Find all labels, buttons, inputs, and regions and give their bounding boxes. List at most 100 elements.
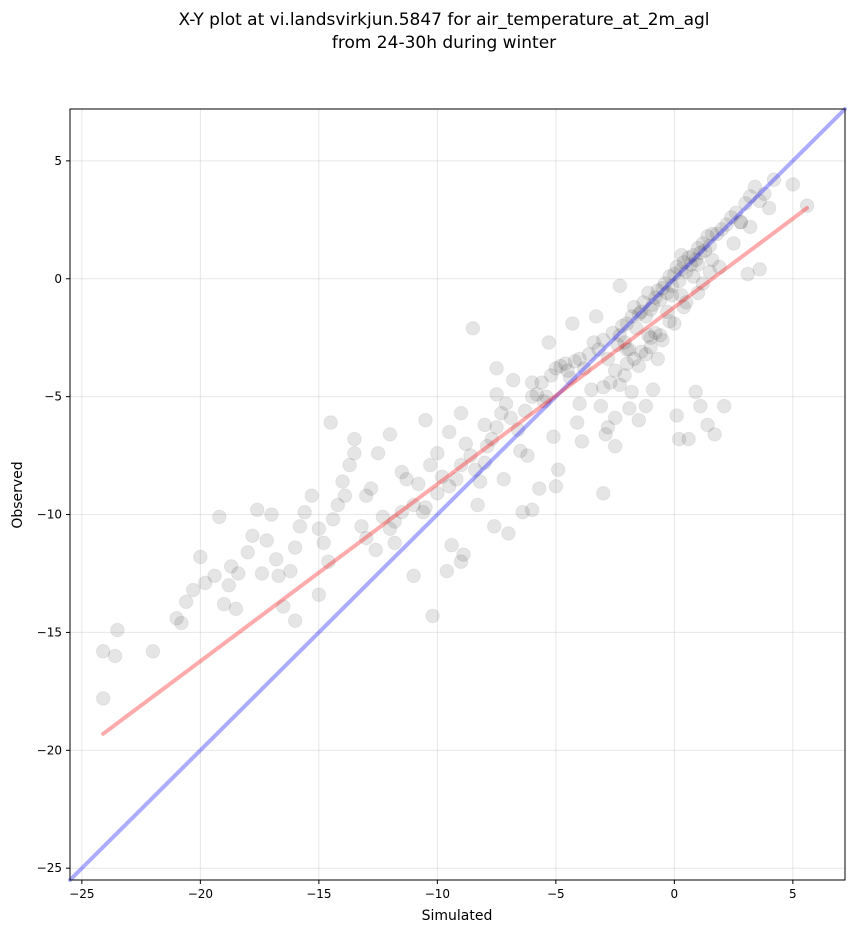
scatter-point	[467, 462, 483, 478]
scatter-point	[418, 500, 433, 515]
scatter-point	[520, 448, 535, 463]
scatter-point	[638, 309, 654, 324]
x-tick-label: −10	[425, 887, 450, 901]
scatter-point	[370, 445, 386, 461]
scatter-point	[700, 417, 715, 433]
scatter-point	[548, 478, 564, 494]
x-tick-label: −20	[188, 887, 213, 901]
scatter-point	[498, 396, 514, 412]
scatter-point	[659, 285, 675, 301]
scatter-point	[624, 384, 639, 400]
scatter-point	[669, 259, 685, 275]
scatter-point	[169, 610, 184, 626]
scatter-point	[576, 361, 592, 376]
x-tick-label: −5	[547, 887, 565, 901]
scatter-point	[712, 259, 727, 275]
scatter-point	[733, 214, 749, 230]
x-tick-label: 5	[789, 887, 797, 901]
scatter-point	[240, 544, 256, 560]
scatter-point	[619, 316, 635, 331]
scatter-point	[394, 464, 410, 480]
scatter-point	[707, 427, 722, 442]
y-tick-label: −25	[37, 861, 62, 875]
scatter-point	[595, 486, 611, 501]
scatter-point	[399, 471, 414, 487]
scatter-point	[539, 389, 554, 404]
scatter-point	[245, 528, 260, 544]
scatter-point	[664, 278, 680, 294]
scatter-point	[453, 457, 469, 473]
scatter-point	[664, 287, 680, 303]
scatter-point	[693, 398, 708, 414]
scatter-point	[662, 269, 677, 284]
scatter-point	[674, 262, 689, 277]
scatter-point	[489, 420, 504, 435]
scatter-point	[671, 431, 687, 447]
scatter-point	[693, 245, 708, 261]
scatter-point	[394, 504, 410, 520]
scatter-point	[425, 608, 440, 624]
scatter-point	[185, 582, 201, 598]
scatter-point	[681, 250, 696, 265]
scatter-point	[728, 205, 744, 221]
scatter-point	[562, 370, 578, 386]
scatter-point	[799, 198, 815, 213]
fit-line	[101, 206, 810, 736]
scatter-point	[565, 316, 580, 331]
scatter-point	[612, 377, 628, 393]
scatter-point	[700, 229, 715, 244]
scatter-point	[271, 568, 286, 584]
y-tick-label: 0	[54, 272, 62, 286]
scatter-point	[494, 405, 509, 421]
scatter-point	[311, 521, 327, 536]
scatter-point	[536, 394, 552, 409]
scatter-point	[221, 577, 237, 593]
scatter-point	[588, 309, 604, 324]
scatter-point	[655, 280, 670, 296]
scatter-point	[643, 330, 658, 346]
scatter-point	[550, 462, 566, 478]
scatter-point	[640, 328, 656, 343]
scatter-point	[553, 358, 568, 374]
scatter-point	[598, 427, 613, 442]
y-tick-label: 5	[54, 154, 62, 168]
scatter-point	[501, 526, 516, 541]
scatter-point	[603, 375, 618, 390]
scatter-point	[534, 375, 549, 390]
scatter-point	[387, 535, 402, 551]
scatter-point	[358, 488, 374, 503]
scatter-point	[572, 351, 587, 367]
scatter-point	[95, 643, 111, 659]
scatter-point	[624, 309, 639, 324]
scatter-point	[752, 193, 767, 209]
scatter-point	[316, 535, 331, 551]
scatter-point	[600, 420, 616, 435]
scatter-point	[406, 497, 421, 513]
scatter-point	[659, 304, 675, 320]
scatter-point	[444, 537, 459, 553]
scatter-point	[486, 519, 502, 534]
x-tick-label: −15	[306, 887, 331, 901]
scatter-point	[610, 337, 625, 353]
scatter-point	[477, 455, 493, 470]
scatter-point	[107, 648, 123, 664]
scatter-point	[325, 511, 341, 527]
scatter-point	[524, 375, 540, 390]
scatter-point	[406, 568, 421, 584]
scatter-point	[411, 476, 426, 492]
scatter-point	[197, 575, 213, 591]
scatter-point	[456, 547, 471, 562]
scatter-point	[742, 188, 758, 204]
scatter-point	[347, 431, 362, 447]
scatter-point	[216, 596, 232, 612]
scatter-point	[752, 262, 767, 277]
scatter-point	[543, 368, 559, 383]
scatter-point	[287, 540, 303, 555]
scatter-point	[640, 285, 656, 301]
scatter-point	[671, 273, 687, 289]
scatter-point	[629, 320, 644, 336]
plot-frame	[69, 108, 846, 881]
scatter-point	[695, 236, 711, 251]
one-to-one-line	[68, 107, 847, 882]
scatter-point	[178, 594, 194, 610]
